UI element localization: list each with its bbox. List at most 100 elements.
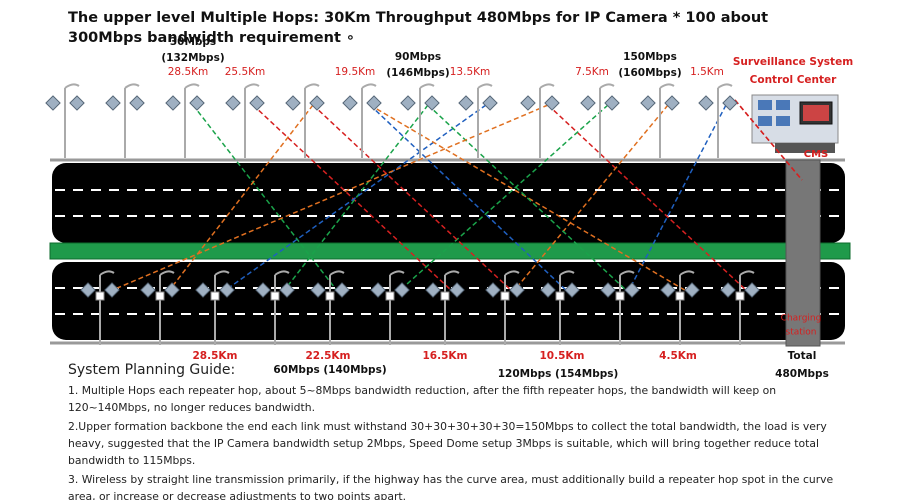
pole-arm — [184, 83, 200, 89]
camera — [225, 95, 241, 111]
distance-label: 28.5Km — [168, 66, 209, 78]
camera — [279, 282, 295, 298]
camera — [249, 95, 265, 111]
camera — [45, 95, 61, 111]
camera — [140, 282, 156, 298]
pole-arm — [419, 83, 435, 89]
pole-arm — [739, 270, 755, 276]
wireless-link — [734, 99, 803, 181]
repeater — [325, 291, 335, 301]
camera — [164, 282, 180, 298]
distance-label: (160Mbps) — [618, 67, 681, 79]
repeater — [95, 291, 105, 301]
pole-arm — [504, 270, 520, 276]
pole-arm — [599, 83, 615, 89]
camera — [520, 95, 536, 111]
wireless-link — [512, 104, 669, 293]
camera — [105, 95, 121, 111]
diagram: 30Mbps (132Mbps) 28.5Km 25.5Km 19.5Km 90Mbps (… — [45, 36, 853, 380]
camera — [744, 282, 760, 298]
pole-arm — [244, 83, 260, 89]
repeater — [675, 291, 685, 301]
camera — [698, 95, 714, 111]
repeater — [555, 291, 565, 301]
camera — [309, 95, 325, 111]
camera — [600, 282, 616, 298]
distance-label: 90Mbps — [395, 51, 441, 63]
camera — [80, 282, 96, 298]
pole-arm — [99, 270, 115, 276]
wireless-link — [369, 104, 569, 293]
camera — [285, 95, 301, 111]
camera — [366, 95, 382, 111]
pole-arm — [659, 83, 675, 89]
control-center-label: Control Center — [750, 74, 838, 86]
distance-label: 1.5Km — [690, 66, 724, 78]
pole-arm — [274, 270, 290, 276]
repeater — [615, 291, 625, 301]
camera — [449, 282, 465, 298]
guide: System Planning Guide: 1. Multiple Hops … — [68, 362, 838, 500]
camera — [189, 95, 205, 111]
pole-arm — [619, 270, 635, 276]
camera — [540, 282, 556, 298]
distance-label: 13.5Km — [450, 66, 491, 78]
camera — [334, 282, 350, 298]
guide-item: 3. Wireless by straight line transmissio… — [68, 473, 834, 500]
camera — [195, 282, 211, 298]
camera — [424, 95, 440, 111]
camera — [660, 282, 676, 298]
road-lower — [52, 262, 845, 340]
bottom-label: 480Mbps — [775, 368, 829, 380]
pole-arm — [159, 270, 175, 276]
camera — [580, 95, 596, 111]
repeater — [155, 291, 165, 301]
pole-arm — [304, 83, 320, 89]
camera — [342, 95, 358, 111]
wireless-link — [427, 104, 629, 293]
camera — [425, 282, 441, 298]
bottom-label: 10.5Km — [540, 350, 585, 362]
bottom-label: 28.5Km — [193, 350, 238, 362]
camera — [509, 282, 525, 298]
distance-label: 7.5Km — [575, 66, 609, 78]
camera — [310, 282, 326, 298]
camera — [482, 95, 498, 111]
camera — [720, 282, 736, 298]
cms-label: CMS — [804, 149, 829, 160]
pole-arm — [679, 270, 695, 276]
distance-label: 30Mbps — [170, 36, 216, 48]
pole-arm — [389, 270, 405, 276]
bottom-label: 60Mbps (140Mbps) — [273, 364, 386, 376]
camera — [458, 95, 474, 111]
wireless-link — [547, 104, 749, 293]
camera — [255, 282, 271, 298]
camera — [104, 282, 120, 298]
camera — [485, 282, 501, 298]
pole-arm — [124, 83, 140, 89]
median — [49, 242, 851, 260]
distance-label: 25.5Km — [225, 66, 266, 78]
camera — [624, 282, 640, 298]
pole-arm — [444, 270, 460, 276]
camera — [684, 282, 700, 298]
repeater — [735, 291, 745, 301]
repeater — [385, 291, 395, 301]
road-upper — [52, 163, 845, 243]
camera — [165, 95, 181, 111]
repeater — [270, 291, 280, 301]
camera — [604, 95, 620, 111]
repeater — [500, 291, 510, 301]
camera — [69, 95, 85, 111]
camera — [370, 282, 386, 298]
repeater — [210, 291, 220, 301]
pole-arm — [717, 83, 733, 89]
title: The upper level Multiple Hops: 30Km Thro… — [68, 10, 769, 46]
camera — [564, 282, 580, 298]
pole-arm — [559, 270, 575, 276]
station-label: station — [786, 328, 817, 338]
camera — [394, 282, 410, 298]
distance-label: 19.5Km — [335, 66, 376, 78]
camera — [544, 95, 560, 111]
bottom-label: 4.5Km — [659, 350, 697, 362]
